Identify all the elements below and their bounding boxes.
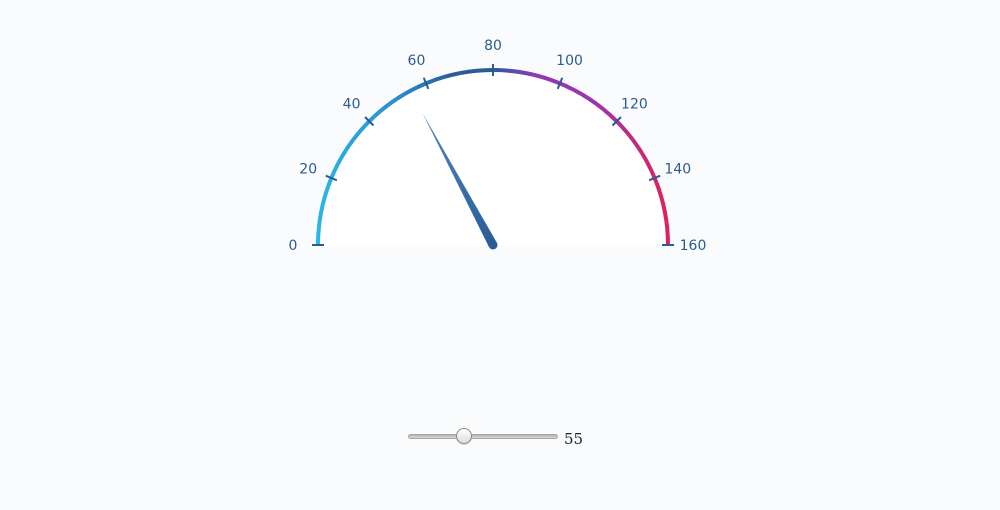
tick-label: 60 [408, 53, 426, 69]
needle-hub [488, 240, 498, 250]
value-slider-row: 55 [405, 425, 605, 455]
tick-mark [556, 77, 564, 90]
tick-label: 140 [664, 161, 691, 177]
tick-mark [325, 174, 338, 182]
slider-value-label: 55 [564, 430, 584, 448]
tick-label: 40 [343, 97, 361, 113]
needle [422, 112, 498, 250]
tick-label: 0 [289, 238, 298, 254]
gauge-dial: 0 20 40 60 80 100 120 140 160 [289, 38, 707, 254]
tick-label: 160 [680, 238, 707, 254]
tick-mark [364, 116, 375, 127]
tick-label: 120 [621, 97, 648, 113]
needle-pointer [422, 112, 497, 248]
slider-track[interactable] [408, 434, 558, 439]
tick-labels: 0 20 40 60 80 100 120 140 160 [289, 38, 707, 254]
tick-mark [422, 77, 430, 90]
tick-label: 20 [299, 161, 317, 177]
tick-label: 80 [484, 38, 502, 54]
tick-marks [312, 64, 674, 246]
dial-face [318, 70, 668, 245]
slider-thumb[interactable] [456, 428, 473, 444]
tick-mark [611, 116, 622, 127]
tick-mark [648, 174, 661, 182]
tick-label: 100 [556, 53, 583, 69]
